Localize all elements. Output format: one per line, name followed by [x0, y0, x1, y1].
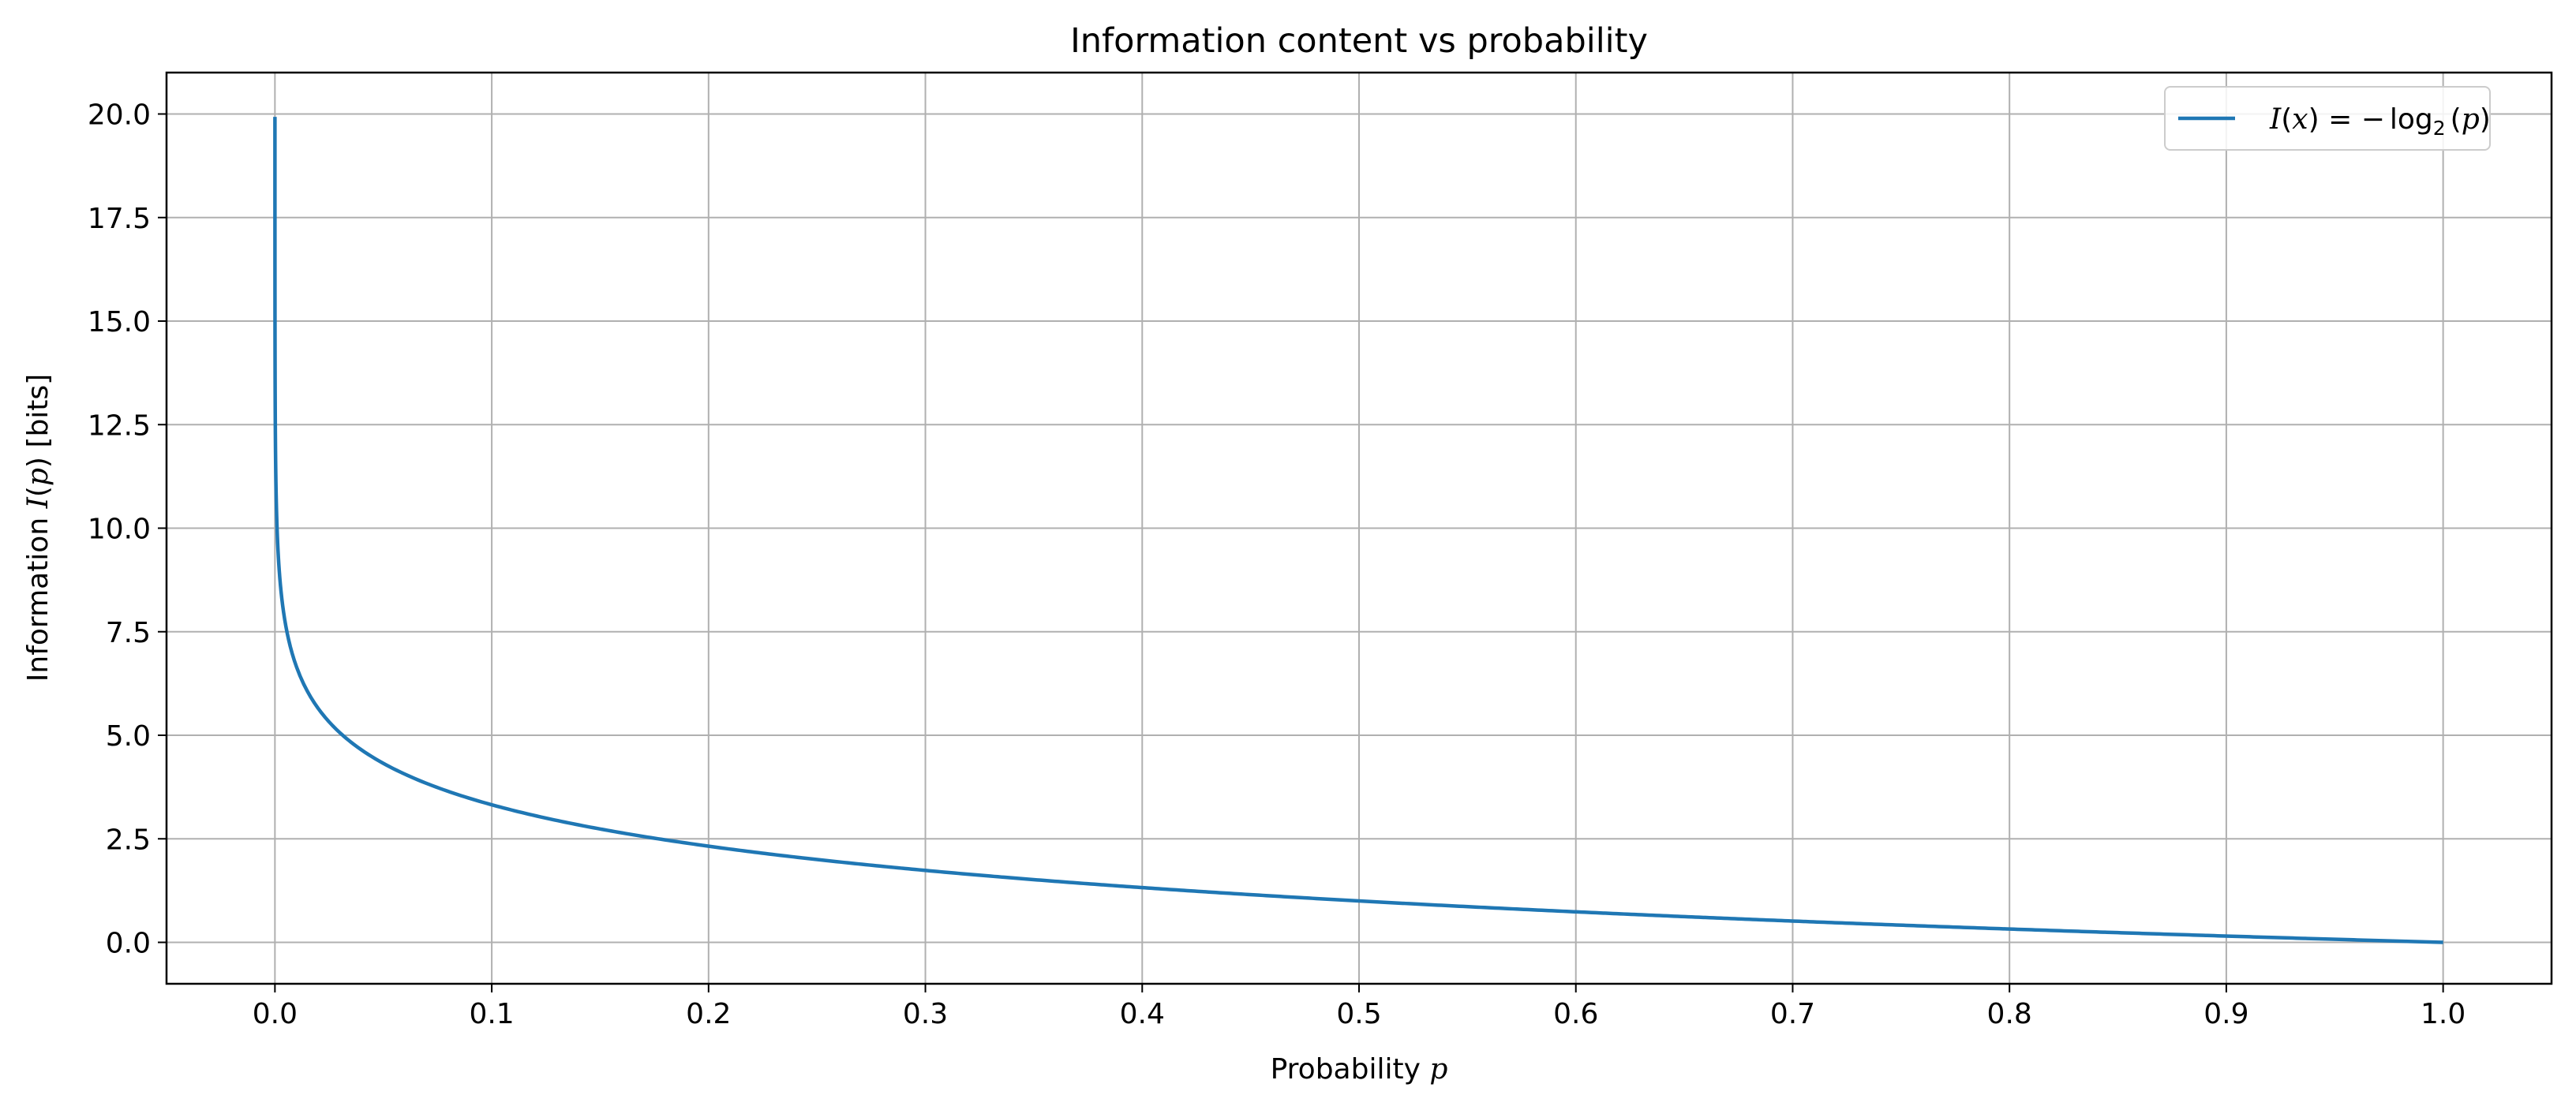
x-tick-label: 0.4 [1120, 998, 1165, 1030]
y-tick-label: 17.5 [88, 203, 151, 235]
series-line [273, 117, 2443, 944]
y-axis-label-fn: I [22, 496, 54, 509]
y-axis-label: Information I(p) [bits] [22, 374, 54, 682]
x-tick-label: 0.3 [903, 998, 948, 1030]
x-axis: 0.0 0.1 0.2 0.3 0.4 0.5 0.6 0.7 0.8 0.9 1.0 [253, 984, 2466, 1030]
y-tick-label: 15.0 [88, 306, 151, 338]
legend-op: log [2390, 103, 2433, 136]
y-tick-label: 0.0 [106, 928, 151, 960]
y-tick-label: 7.5 [106, 617, 151, 649]
x-axis-label: Probability p [1271, 1053, 1448, 1086]
legend-lhs-arg: x [2292, 103, 2308, 136]
x-tick-label: 0.9 [2203, 998, 2248, 1030]
x-axis-label-var: p [1429, 1053, 1447, 1086]
x-tick-label: 0.8 [1987, 998, 2032, 1030]
y-tick-label: 10.0 [88, 514, 151, 546]
y-axis-label-arg: p [22, 468, 54, 486]
chart-title: Information content vs probability [1070, 21, 1648, 61]
x-tick-label: 1.0 [2421, 998, 2466, 1030]
legend-lhs-fn: I [2269, 103, 2282, 136]
legend: I(x) = − log2 (p) [2164, 86, 2491, 151]
x-tick-label: 0.7 [1770, 998, 1815, 1030]
y-tick-label: 12.5 [88, 409, 151, 442]
y-axis-label-unit: [bits] [22, 374, 54, 457]
legend-sub: 2 [2433, 117, 2446, 140]
x-tick-label: 0.2 [686, 998, 731, 1030]
legend-rhs-arg: p [2462, 103, 2480, 136]
x-tick-label: 0.0 [253, 998, 298, 1030]
x-axis-label-text: Probability [1271, 1053, 1430, 1086]
legend-box [2164, 86, 2491, 151]
x-tick-label: 0.6 [1553, 998, 1598, 1030]
legend-eq: = − [2320, 103, 2385, 136]
y-tick-label: 20.0 [88, 99, 151, 132]
x-tick-label: 0.1 [469, 998, 514, 1030]
y-axis: 0.0 2.5 5.0 7.5 10.0 12.5 15.0 17.5 20.0 [88, 99, 167, 960]
y-tick-label: 2.5 [106, 824, 151, 856]
legend-label: I(x) = − log2 (p) [2269, 103, 2491, 140]
grid [167, 73, 2552, 984]
y-axis-label-text: Information [22, 508, 54, 682]
x-tick-label: 0.5 [1336, 998, 1381, 1030]
y-tick-label: 5.0 [106, 720, 151, 753]
series-layer [273, 117, 2443, 944]
